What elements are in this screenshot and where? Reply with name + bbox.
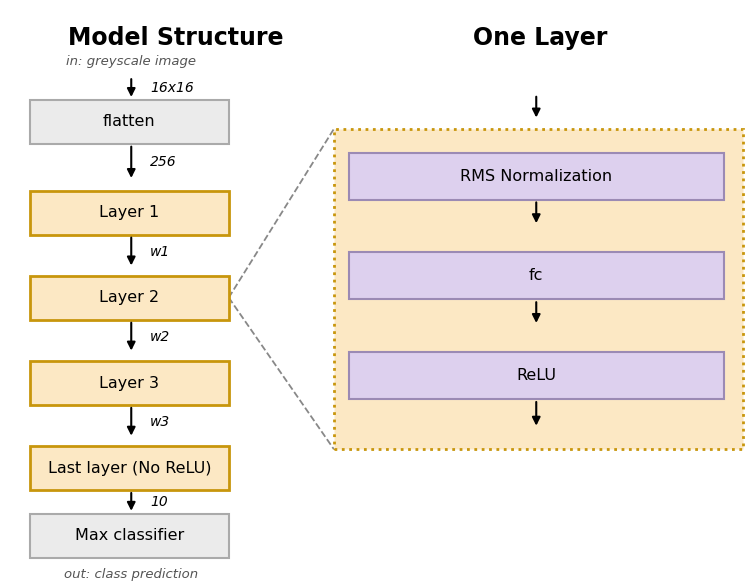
FancyBboxPatch shape <box>30 361 229 405</box>
FancyBboxPatch shape <box>349 352 724 399</box>
Text: in: greyscale image: in: greyscale image <box>66 55 196 68</box>
FancyBboxPatch shape <box>30 276 229 320</box>
Text: Layer 3: Layer 3 <box>99 376 159 390</box>
Text: fc: fc <box>529 268 544 284</box>
Text: 16x16: 16x16 <box>150 81 194 95</box>
FancyBboxPatch shape <box>30 191 229 235</box>
Text: out: class prediction: out: class prediction <box>64 568 198 581</box>
FancyBboxPatch shape <box>334 129 742 449</box>
FancyBboxPatch shape <box>30 446 229 490</box>
Text: flatten: flatten <box>103 114 156 129</box>
Text: w2: w2 <box>150 330 170 343</box>
FancyBboxPatch shape <box>349 153 724 200</box>
Text: Model Structure: Model Structure <box>68 26 283 50</box>
Text: w3: w3 <box>150 415 170 429</box>
Text: ReLU: ReLU <box>516 368 556 383</box>
Text: 256: 256 <box>150 156 177 169</box>
Text: Max classifier: Max classifier <box>75 528 184 543</box>
Text: Layer 2: Layer 2 <box>99 291 160 305</box>
Text: One Layer: One Layer <box>472 26 608 50</box>
Text: Layer 1: Layer 1 <box>99 205 160 220</box>
FancyBboxPatch shape <box>30 514 229 558</box>
Text: w1: w1 <box>150 245 170 258</box>
Text: Last layer (No ReLU): Last layer (No ReLU) <box>48 461 211 475</box>
FancyBboxPatch shape <box>349 252 724 299</box>
FancyBboxPatch shape <box>30 100 229 144</box>
Text: RMS Normalization: RMS Normalization <box>460 168 612 184</box>
Text: 10: 10 <box>150 495 168 509</box>
